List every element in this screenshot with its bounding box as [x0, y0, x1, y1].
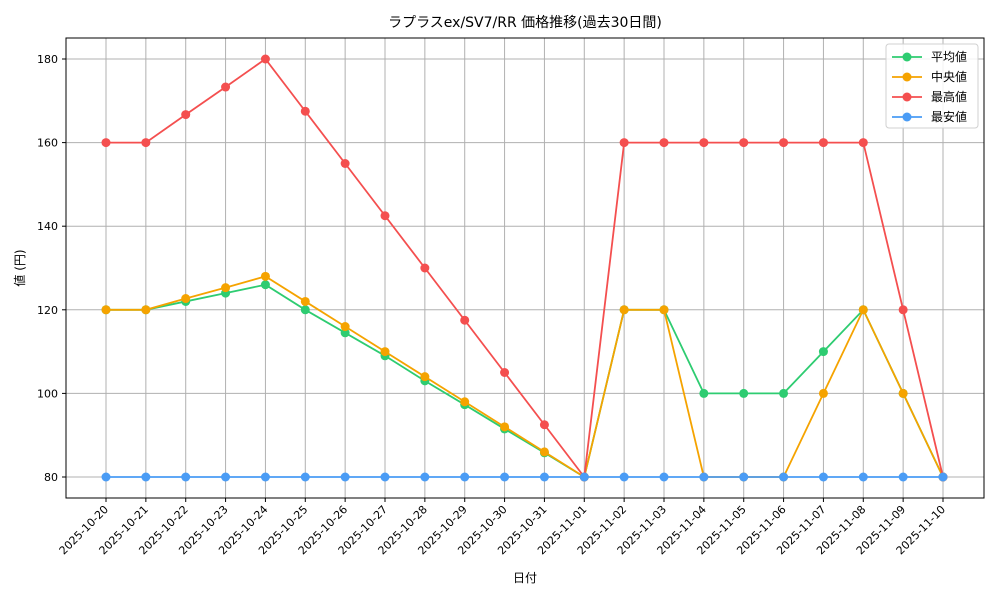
data-point [779, 138, 789, 148]
data-point [818, 472, 828, 482]
data-point [221, 283, 231, 293]
data-point [380, 211, 390, 221]
data-point [181, 472, 191, 482]
data-point [380, 472, 390, 482]
data-point [779, 472, 789, 482]
data-point [340, 472, 350, 482]
data-point [858, 305, 868, 315]
data-point [181, 110, 191, 120]
x-axis-ticks: 2025-10-202025-10-212025-10-222025-10-23… [57, 498, 948, 557]
data-point [539, 447, 549, 457]
data-point [460, 315, 470, 325]
data-point [420, 263, 430, 273]
legend-label: 平均値 [931, 49, 967, 64]
data-point [181, 294, 191, 304]
data-point [938, 472, 948, 482]
data-point [141, 472, 151, 482]
data-point [260, 54, 270, 64]
data-point [460, 397, 470, 407]
chart-title: ラプラスex/SV7/RR 価格推移(過去30日間) [388, 15, 662, 31]
y-tick-label: 160 [37, 137, 58, 150]
y-axis-label: 値 (円) [12, 249, 27, 286]
data-point [659, 138, 669, 148]
data-point [260, 472, 270, 482]
data-point [858, 138, 868, 148]
data-point [659, 305, 669, 315]
data-point [300, 296, 310, 306]
data-point [500, 422, 510, 432]
series-line [101, 54, 948, 482]
plot-frame [65, 37, 985, 499]
data-point [898, 388, 908, 398]
y-tick-label: 80 [44, 471, 58, 484]
data-point [619, 305, 629, 315]
data-point [420, 472, 430, 482]
data-point [779, 388, 789, 398]
series-line [101, 271, 948, 482]
data-point [739, 388, 749, 398]
data-point [340, 328, 350, 338]
y-tick-label: 140 [37, 220, 58, 233]
data-point [221, 472, 231, 482]
data-point [340, 322, 350, 332]
data-point [699, 138, 709, 148]
data-point [739, 138, 749, 148]
legend-label: 最安値 [931, 109, 967, 124]
data-point [898, 305, 908, 315]
y-tick-label: 180 [37, 53, 58, 66]
data-point [141, 305, 151, 315]
data-series [101, 54, 948, 482]
legend-marker-icon [902, 52, 912, 62]
data-point [699, 388, 709, 398]
data-point [818, 388, 828, 398]
data-point [818, 138, 828, 148]
data-point [340, 159, 350, 168]
data-point [300, 472, 310, 482]
data-point [260, 271, 270, 281]
series-line [101, 280, 948, 482]
series-line [101, 472, 948, 482]
data-point [739, 472, 749, 482]
y-tick-label: 100 [37, 387, 58, 400]
data-point [380, 347, 390, 357]
data-point [619, 472, 629, 482]
data-point [221, 82, 231, 92]
data-point [898, 472, 908, 482]
data-point [300, 106, 310, 116]
data-point [699, 472, 709, 482]
data-point [141, 138, 151, 148]
x-axis-label: 日付 [513, 571, 537, 585]
data-point [420, 372, 430, 382]
data-point [101, 305, 111, 315]
legend-label: 最高値 [931, 89, 967, 104]
data-point [818, 347, 828, 357]
legend-marker-icon [902, 92, 912, 102]
grid-lines [66, 38, 984, 498]
data-point [101, 138, 111, 148]
data-point [460, 472, 470, 482]
legend-marker-icon [902, 112, 912, 122]
data-point [539, 420, 549, 430]
legend-marker-icon [902, 72, 912, 82]
data-point [500, 472, 510, 482]
data-point [500, 368, 510, 377]
data-point [260, 280, 270, 290]
data-point [101, 472, 111, 482]
y-axis-ticks: 80 100 120 140 160 180 [37, 53, 66, 484]
legend-label: 中央値 [931, 69, 967, 84]
data-point [858, 472, 868, 482]
data-point [659, 472, 669, 482]
data-point [539, 472, 549, 482]
y-tick-label: 120 [37, 304, 58, 317]
data-point [579, 472, 589, 482]
data-point [300, 305, 310, 315]
data-point [619, 138, 629, 148]
